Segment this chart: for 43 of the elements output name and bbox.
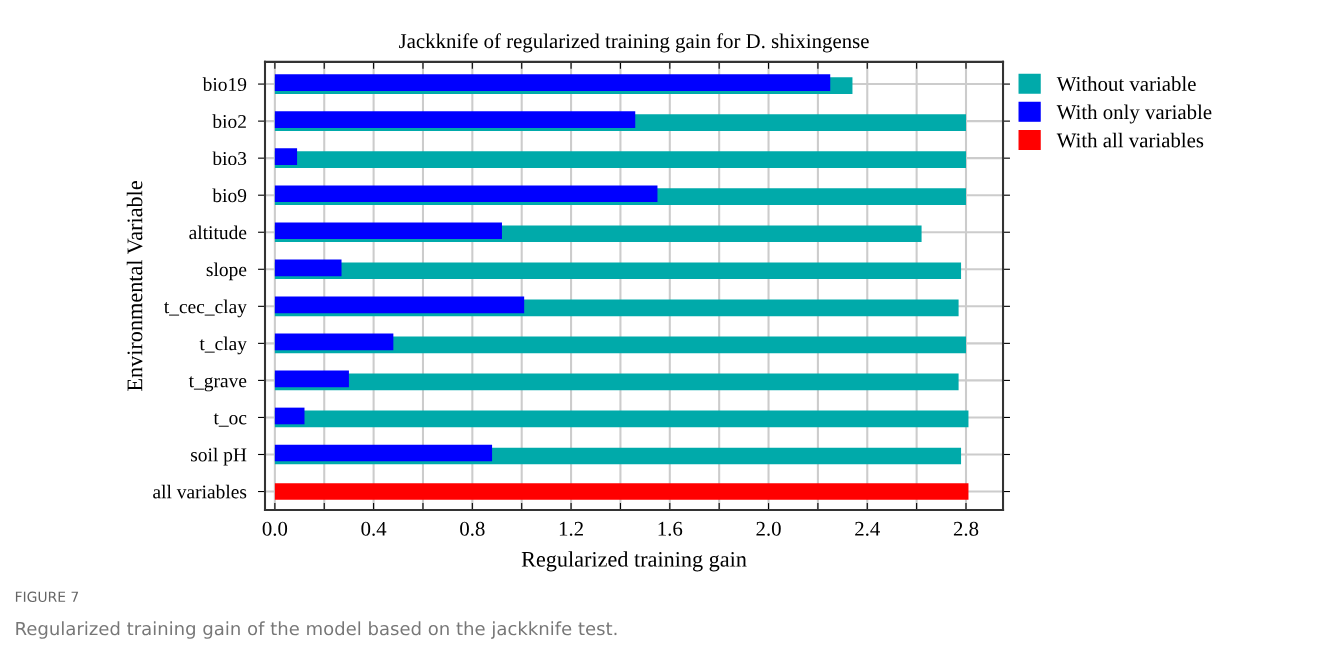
caption: FIGURE 7	[15, 591, 79, 603]
bar	[274, 259, 342, 277]
x-tick-label: 2.8	[953, 521, 979, 536]
bar	[274, 444, 493, 462]
y-tick-label: bio9	[212, 188, 247, 203]
y-tick-label: slope	[206, 262, 247, 281]
y-tick-label: bio3	[212, 151, 247, 166]
x-tick-label: 0.8	[460, 521, 485, 536]
bar	[274, 296, 525, 314]
y-tick-label: bio19	[202, 77, 247, 92]
y-tick-label: altitude	[189, 225, 247, 240]
bar	[274, 74, 831, 91]
bar	[274, 222, 502, 240]
x-tick-label: 1.6	[658, 521, 683, 536]
legend-label: With only variable	[1056, 104, 1212, 124]
x-axis-title: Regularized training gain	[521, 551, 747, 572]
y-tick-label: soil pH	[191, 447, 247, 466]
y-tick-label: t_cec_clay	[164, 299, 247, 318]
bar	[274, 370, 349, 388]
bar	[274, 111, 636, 128]
chart-title: Jackknife of regularized training gain for D. shixingense	[398, 33, 869, 53]
bar	[274, 151, 966, 168]
legend-label: With all variables	[1056, 132, 1204, 148]
x-tick-label: 0.4	[361, 521, 387, 536]
bar	[274, 483, 969, 500]
text: Regularized training gain of the model based on the jackknife test.	[16, 621, 617, 639]
bar	[274, 262, 962, 280]
y-tick-label: t_clay	[199, 336, 247, 355]
x-tick-label: 1.2	[559, 521, 583, 536]
y-tick-label: t_grave	[188, 376, 247, 392]
x-tick-label: 2.0	[756, 521, 781, 536]
x-tick-label: 2.4	[855, 521, 880, 536]
y-axis-title: Environmental Variable	[126, 181, 143, 391]
bar	[274, 185, 658, 203]
bar	[274, 407, 305, 425]
y-tick-label: all variables	[153, 484, 247, 499]
bar	[274, 148, 298, 166]
x-tick-label: 0.0	[262, 521, 288, 536]
bar	[274, 333, 394, 351]
y-tick-label: t_oc	[213, 413, 247, 427]
y-tick-label: bio2	[212, 114, 246, 129]
legend-label: Without variable	[1056, 76, 1196, 92]
bar	[274, 410, 969, 428]
